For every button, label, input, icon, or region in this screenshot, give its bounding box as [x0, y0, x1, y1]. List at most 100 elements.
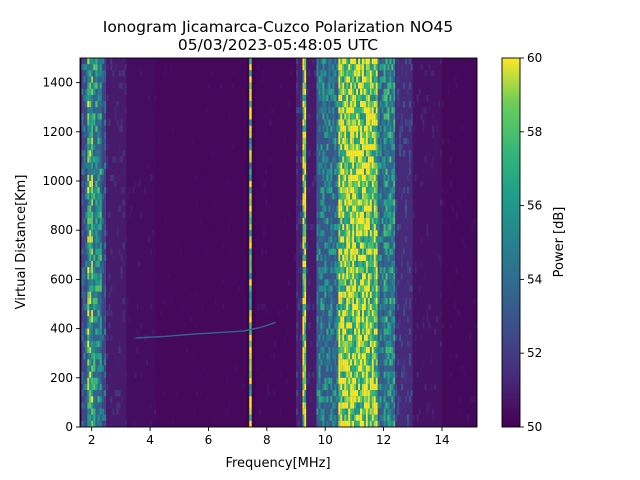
heat-cell [389, 383, 392, 391]
heat-cell [360, 181, 362, 188]
heat-cell [422, 113, 425, 120]
heat-cell [363, 217, 366, 225]
heat-cell [354, 291, 357, 298]
heat-cell [367, 82, 370, 89]
heat-cell [340, 304, 343, 311]
heat-cell [363, 144, 366, 151]
heat-cell [383, 162, 386, 169]
heat-cell [334, 396, 337, 403]
heat-cell [383, 125, 386, 132]
heat-cell [249, 383, 252, 391]
heat-cell [234, 365, 237, 372]
heat-cell [436, 82, 439, 89]
band-fill [155, 58, 247, 427]
heat-cell [249, 88, 252, 95]
heat-cell [338, 187, 341, 194]
heat-cell [352, 224, 355, 231]
heat-cell [352, 131, 355, 138]
heat-cell [242, 254, 245, 261]
heat-cell [338, 205, 341, 212]
heat-cell [304, 187, 307, 194]
heat-cell [342, 383, 345, 391]
heat-cell [360, 322, 362, 329]
heat-cell [356, 414, 359, 421]
heat-cell [369, 273, 372, 280]
heat-cell [373, 211, 376, 218]
heat-cell [367, 58, 370, 65]
heat-cell [263, 224, 266, 231]
heat-cell [316, 70, 319, 77]
heat-cell [371, 70, 374, 77]
heat-cell [330, 224, 333, 231]
heat-cell [334, 162, 337, 169]
heat-cell [404, 377, 407, 384]
heat-cell [360, 377, 362, 384]
heat-cell [322, 101, 325, 108]
heat-cell [371, 119, 374, 126]
heat-cell [95, 156, 98, 163]
heat-cell [365, 377, 368, 384]
heat-cell [420, 260, 423, 268]
heat-cell [328, 316, 331, 323]
heat-cell [316, 383, 319, 391]
heat-cell [391, 217, 394, 225]
heat-cell [352, 236, 355, 243]
heat-cell [87, 76, 90, 83]
heat-cell [350, 58, 353, 65]
heat-cell [369, 359, 372, 366]
heat-cell [299, 365, 302, 372]
heat-cell [85, 181, 88, 188]
heat-cell [87, 174, 90, 181]
heat-cell [371, 310, 374, 317]
heat-cell [261, 248, 264, 255]
heat-cell [116, 408, 119, 415]
heat-cell [344, 420, 347, 427]
heat-cell [338, 420, 341, 427]
heat-cell [322, 199, 325, 206]
heat-cell [416, 94, 419, 102]
heat-cell [144, 187, 147, 194]
heat-cell [128, 187, 131, 194]
heat-cell [358, 365, 361, 372]
heat-cell [356, 162, 359, 169]
heat-cell [416, 76, 419, 83]
heat-cell [318, 359, 321, 366]
heat-cell [91, 402, 94, 409]
y-tick-label: 600 [50, 272, 73, 286]
heat-cell [328, 377, 331, 384]
heat-cell [363, 316, 366, 323]
heat-cell [296, 107, 298, 114]
heat-cell [95, 236, 98, 243]
heat-cell [383, 334, 386, 341]
heat-cell [304, 211, 307, 218]
heat-cell [356, 199, 359, 206]
heat-cell [360, 420, 362, 427]
heat-cell [316, 297, 319, 304]
heat-cell [106, 156, 109, 163]
heat-cell [324, 107, 327, 114]
heat-cell [344, 113, 347, 120]
heat-cell [332, 279, 335, 286]
heat-cell [320, 230, 323, 237]
heat-cell [373, 224, 376, 231]
heat-cell [297, 211, 300, 218]
heat-cell [85, 396, 88, 403]
heat-cell [340, 230, 343, 237]
heat-cell [358, 205, 361, 212]
heat-cell [344, 340, 347, 348]
heat-cell [285, 205, 288, 212]
heat-cell [344, 254, 347, 261]
heat-cell [360, 125, 362, 132]
heat-cell [324, 131, 327, 138]
heat-cell [389, 224, 392, 231]
heat-cell [367, 181, 370, 188]
heat-cell [377, 113, 380, 120]
heat-cell [369, 217, 372, 225]
heat-cell [358, 316, 361, 323]
heat-cell [87, 322, 90, 329]
heat-cell [395, 408, 398, 415]
heat-cell [306, 224, 309, 231]
heat-cell [426, 224, 429, 231]
heat-cell [365, 420, 368, 427]
heat-cell [320, 211, 323, 218]
